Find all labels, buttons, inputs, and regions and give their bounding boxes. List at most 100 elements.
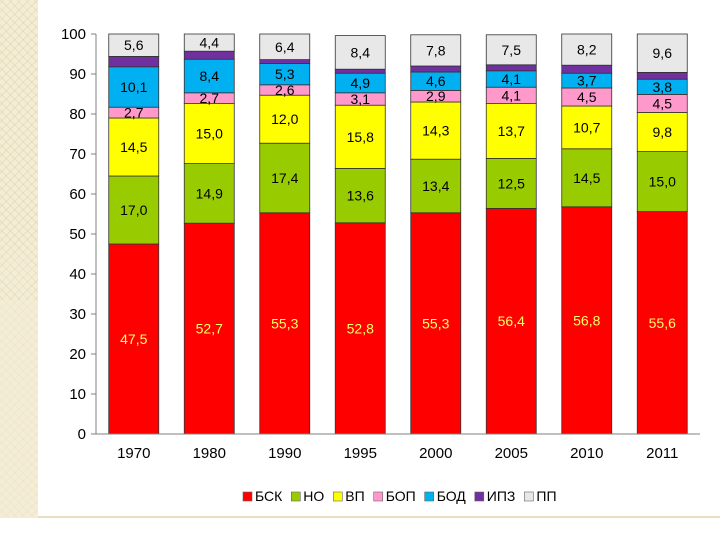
data-label: 52,7 — [196, 321, 223, 337]
y-axis: 0 10 20 30 40 50 60 70 80 90 100 — [61, 26, 97, 443]
data-label: 10,7 — [573, 119, 600, 135]
data-label: 56,8 — [573, 312, 600, 328]
bar-segment — [108, 175, 160, 245]
data-label: 2,6 — [275, 82, 295, 98]
legend-swatch — [242, 491, 253, 502]
bar-segment — [334, 222, 386, 435]
data-label: 9,8 — [653, 124, 673, 140]
bar-segment — [108, 117, 160, 177]
legend-label: БОД — [437, 488, 467, 504]
data-label: 13,7 — [498, 123, 525, 139]
bar-segment — [108, 243, 160, 435]
data-label: 56,4 — [498, 313, 525, 329]
x-tick-label: 2010 — [570, 445, 603, 462]
legend-label: НО — [303, 488, 324, 504]
bar-segment — [410, 158, 462, 214]
legend-label: ИПЗ — [487, 488, 516, 504]
legend-swatch — [524, 491, 534, 502]
y-tick-label: 100 — [61, 26, 86, 43]
data-label: 4,4 — [200, 35, 220, 51]
data-label: 4,1 — [502, 87, 522, 103]
y-tick-label: 80 — [69, 106, 86, 123]
legend-label: БСК — [255, 488, 283, 504]
data-label: 5,6 — [124, 37, 144, 53]
legend-swatch — [373, 491, 384, 502]
bar-segment — [183, 33, 235, 52]
data-label: 13,4 — [422, 178, 449, 194]
bar-segment — [334, 35, 386, 70]
y-tick-label: 40 — [69, 266, 86, 283]
data-label: 4,9 — [351, 75, 371, 91]
data-label: 15,0 — [196, 126, 223, 142]
data-label: 12,0 — [271, 111, 298, 127]
data-label: 4,5 — [577, 89, 597, 105]
bar-segment — [410, 101, 462, 160]
x-tick-label: 1990 — [268, 445, 301, 462]
data-label: 8,4 — [351, 44, 371, 60]
data-label: 55,6 — [649, 315, 676, 331]
bar-segment — [485, 34, 537, 66]
data-label: 8,2 — [577, 42, 597, 58]
data-label: 14,5 — [573, 170, 600, 186]
y-tick-label: 60 — [69, 186, 86, 203]
data-label: 4,1 — [502, 71, 522, 87]
y-tick-label: 30 — [69, 306, 86, 323]
y-tick-label: 70 — [69, 146, 86, 163]
data-label: 3,1 — [351, 91, 371, 107]
y-tick-label: 50 — [69, 226, 86, 243]
data-label: 3,7 — [577, 73, 597, 89]
bar-segment — [410, 34, 462, 67]
bar-segment — [410, 65, 462, 73]
legend-label: ВП — [345, 488, 364, 504]
data-label: 14,3 — [422, 123, 449, 139]
data-label: 14,9 — [196, 185, 223, 201]
x-tick-label: 1995 — [344, 445, 377, 462]
bar-segment — [485, 64, 537, 72]
bar-segment — [108, 66, 160, 108]
x-tick-label: 2005 — [495, 445, 528, 462]
y-tick-label: 90 — [69, 66, 86, 83]
y-tick-label: 20 — [69, 346, 86, 363]
bar-segment — [636, 72, 688, 80]
data-label: 5,3 — [275, 66, 295, 82]
data-label: 8,4 — [200, 68, 220, 84]
x-tick-label: 1980 — [193, 445, 226, 462]
bar-segment — [334, 104, 386, 169]
bar-segment — [636, 112, 688, 153]
bar-segment — [334, 68, 386, 74]
data-label: 12,5 — [498, 175, 525, 191]
data-label: 7,5 — [502, 42, 522, 58]
bar-segment — [259, 33, 311, 61]
bar-segment — [561, 33, 613, 66]
legend-swatch — [332, 491, 343, 502]
data-label: 55,3 — [271, 315, 298, 331]
y-tick-label: 10 — [69, 386, 86, 403]
data-label: 14,5 — [120, 139, 147, 155]
bar-segment — [108, 33, 160, 57]
legend-swatch — [474, 491, 485, 502]
bar-segment — [183, 163, 235, 224]
bar-segment — [636, 151, 688, 213]
data-label: 17,4 — [271, 170, 298, 186]
legend-label: ПП — [536, 488, 556, 504]
data-label: 2,9 — [426, 88, 446, 104]
bar-segment — [183, 222, 235, 435]
data-label: 9,6 — [653, 45, 673, 61]
bar-segment — [259, 59, 311, 64]
x-tick-label: 2000 — [419, 445, 452, 462]
data-label: 47,5 — [120, 331, 147, 347]
bar-segment — [108, 56, 160, 68]
x-tick-label: 1970 — [117, 445, 150, 462]
data-label: 4,6 — [426, 73, 446, 89]
data-label: 2,7 — [124, 105, 144, 121]
data-label: 6,4 — [275, 39, 295, 55]
data-label: 13,6 — [347, 188, 374, 204]
bar-segment — [183, 58, 235, 94]
bar-segment — [259, 94, 311, 144]
data-label: 55,3 — [422, 315, 449, 331]
bar-segment — [485, 157, 537, 209]
bar-segment — [485, 103, 537, 159]
x-axis: 1970 1980 1990 1995 2000 2005 2010 2011 — [96, 433, 700, 462]
legend-label: БОП — [386, 488, 416, 504]
